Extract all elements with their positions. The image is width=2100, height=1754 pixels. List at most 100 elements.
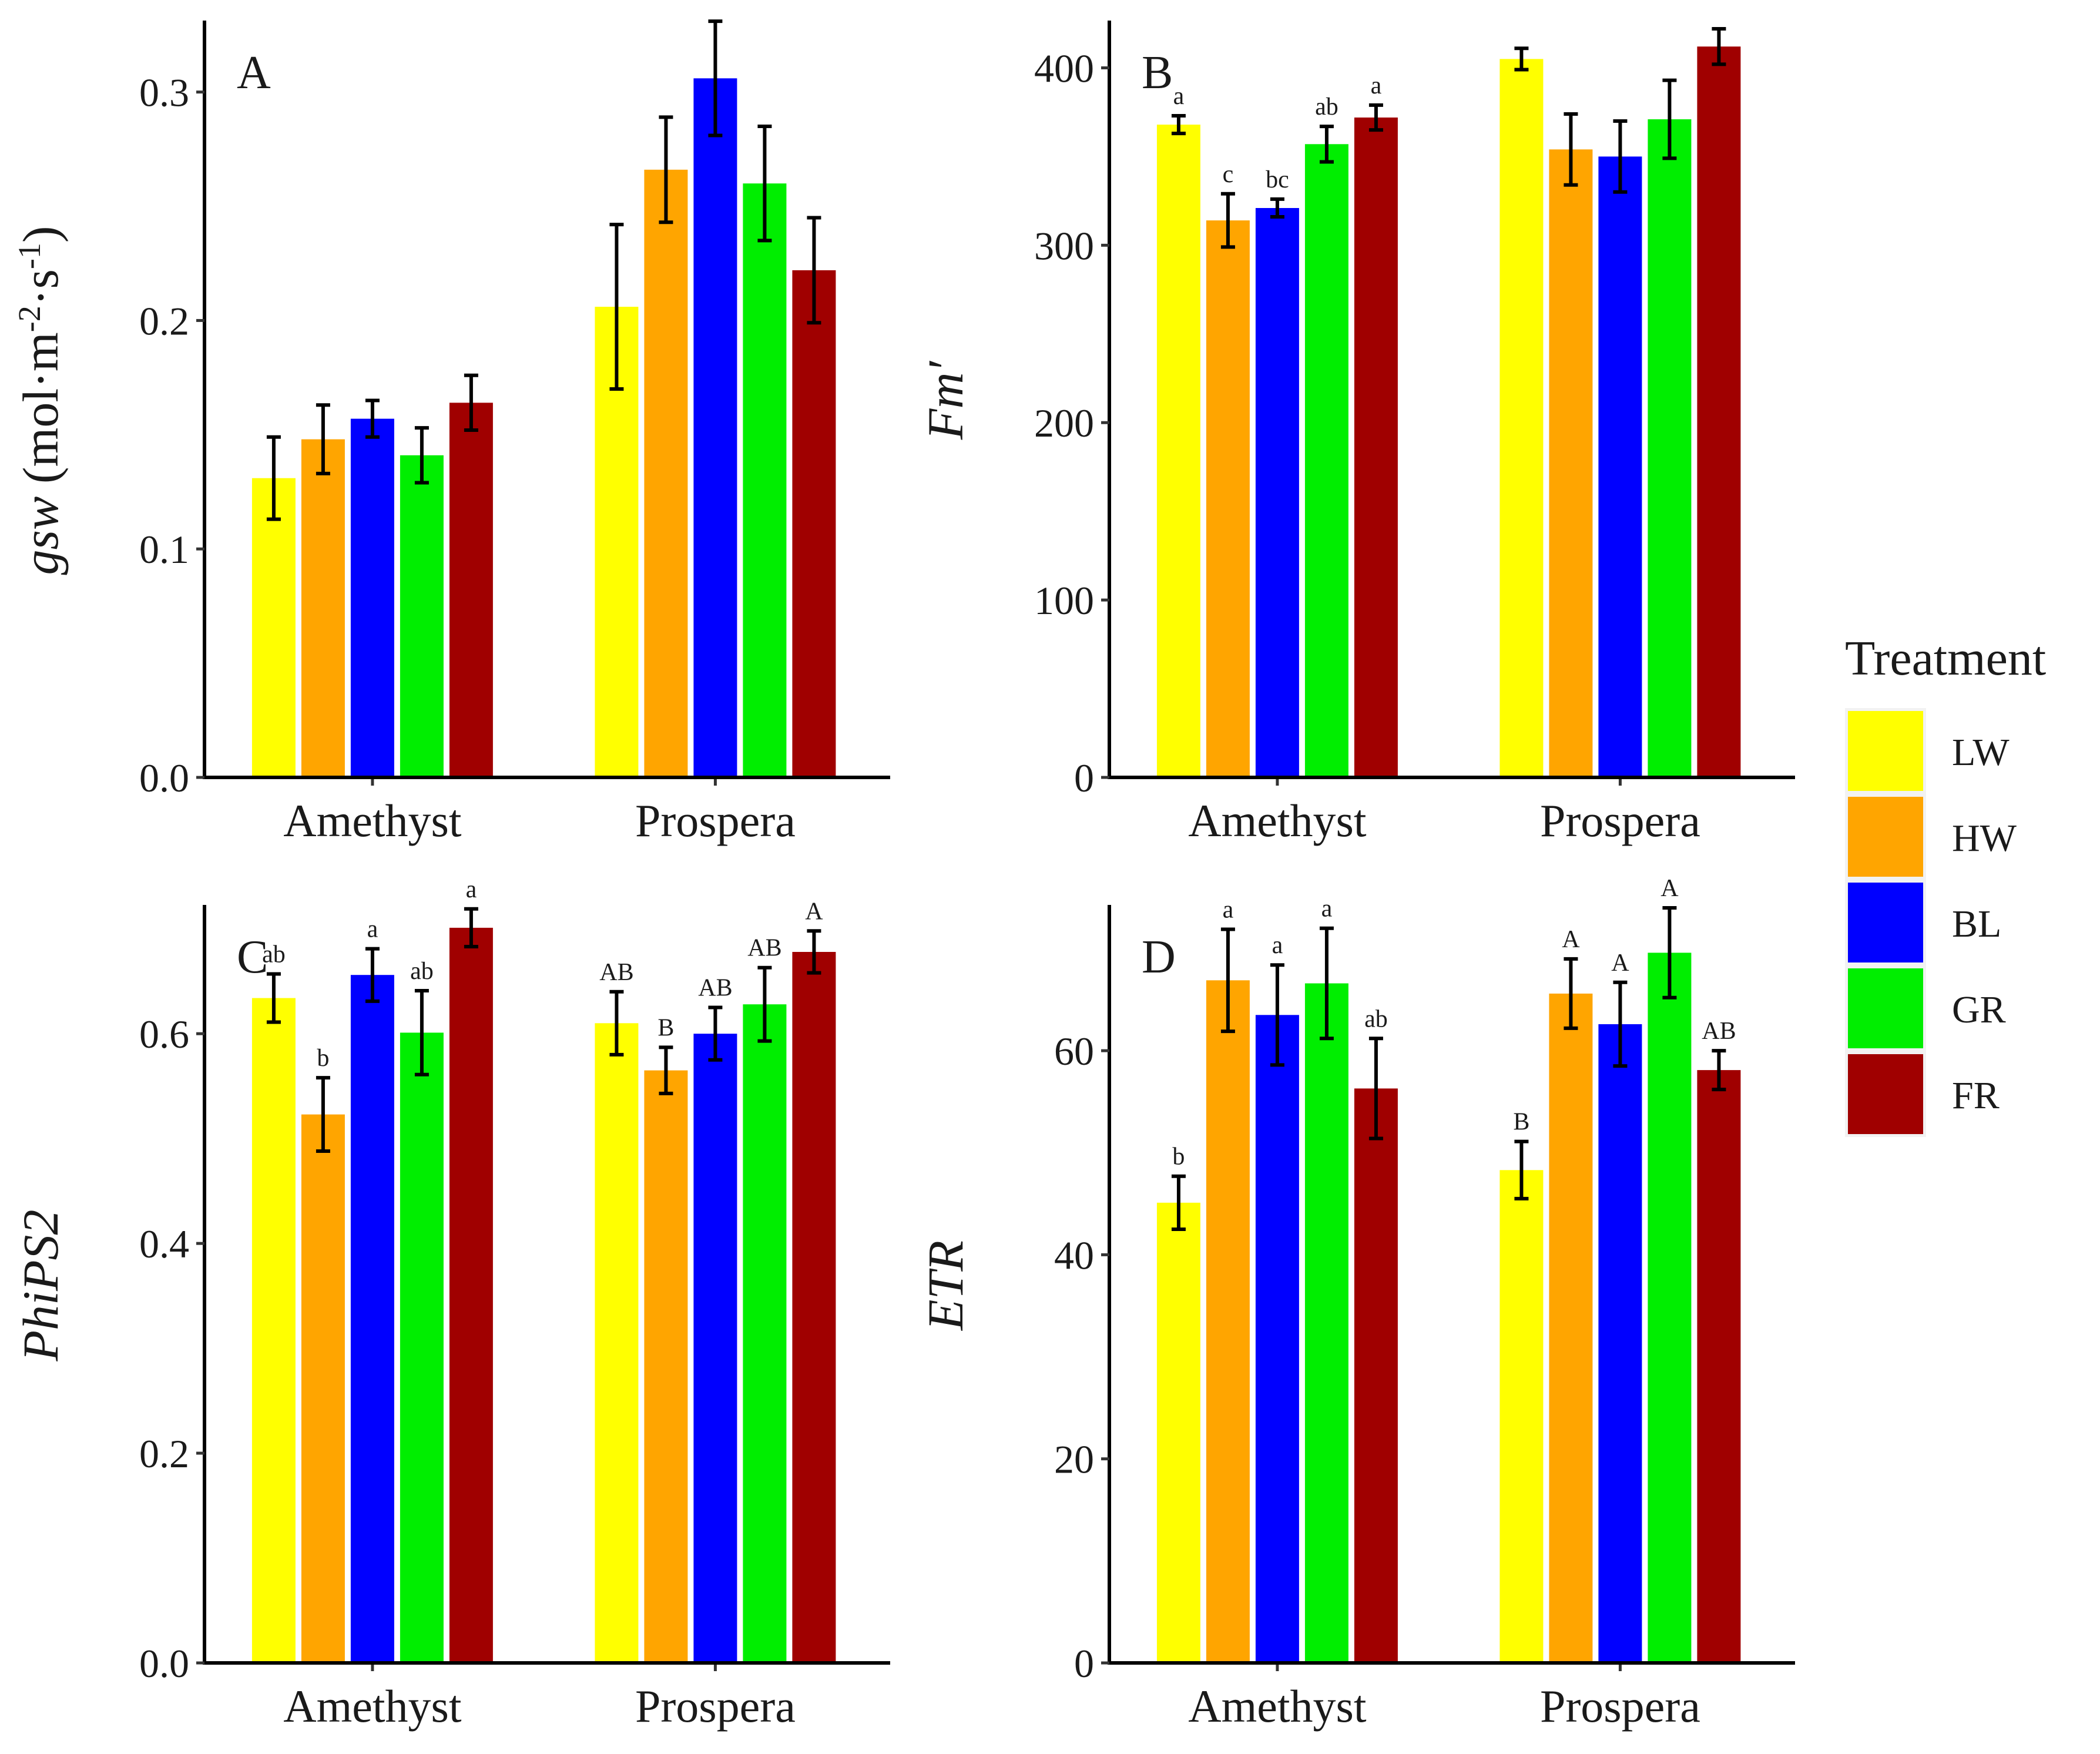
bar-a-amethyst-lw xyxy=(251,478,296,777)
significance-label: AB xyxy=(1702,1018,1736,1045)
error-bar-a-amethyst-lw xyxy=(266,435,281,521)
error-bar-c-prospera-lw xyxy=(609,990,624,1057)
x-tick-label: Amethyst xyxy=(283,795,462,846)
bar-a-amethyst-gr xyxy=(400,455,444,777)
legend-item-hw: HW xyxy=(1845,794,2017,880)
error-bar-a-prospera-fr xyxy=(807,216,821,325)
bar-d-prospera-lw xyxy=(1499,1170,1544,1663)
error-bar-d-prospera-hw xyxy=(1564,957,1578,1030)
error-bar-c-amethyst-fr xyxy=(464,907,478,949)
bar-d-prospera-bl xyxy=(1598,1024,1642,1663)
significance-label: ab xyxy=(410,958,434,985)
legend-label: FR xyxy=(1952,1074,2000,1117)
x-tick-label: Prospera xyxy=(1540,1681,1700,1732)
error-bar-a-amethyst-gr xyxy=(414,426,429,485)
error-bar-d-prospera-gr xyxy=(1662,906,1677,1000)
legend-key-swatch xyxy=(1848,797,1923,877)
bar-d-prospera-fr xyxy=(1697,1070,1741,1663)
bar-a-prospera-fr xyxy=(792,270,836,777)
error-bar-b-prospera-hw xyxy=(1564,112,1578,187)
y-tick-label: 0.1 xyxy=(139,527,189,572)
bar-d-amethyst-hw xyxy=(1206,980,1250,1663)
panel-letter: A xyxy=(237,47,271,99)
significance-label: a xyxy=(1272,932,1283,959)
legend-title: Treatment xyxy=(1845,631,2046,686)
bar-a-amethyst-hw xyxy=(301,439,345,777)
error-bar-c-prospera-bl xyxy=(708,1005,723,1062)
significance-label: a xyxy=(1371,72,1382,99)
error-bar-c-amethyst-lw xyxy=(266,972,281,1024)
y-axis-title-unit: ) xyxy=(12,226,69,243)
y-tick-label: 400 xyxy=(1034,46,1094,90)
significance-label: ab xyxy=(262,941,286,968)
x-tick-label: Amethyst xyxy=(1188,1681,1367,1732)
bar-c-amethyst-bl xyxy=(350,975,394,1663)
y-tick-label: 0.3 xyxy=(139,71,189,115)
legend-label: GR xyxy=(1952,988,2006,1031)
panel-b: a c bc ab a Amethyst Prospera 0 100 200 300 400 B Fm′ xyxy=(917,21,1795,846)
error-bar-c-amethyst-bl xyxy=(365,947,380,1003)
bar-b-amethyst-bl xyxy=(1255,208,1299,777)
error-bar-d-amethyst-lw xyxy=(1171,1174,1186,1231)
legend-key-swatch xyxy=(1848,883,1923,962)
x-tick-label: Amethyst xyxy=(1188,795,1367,846)
panel-letter: D xyxy=(1142,931,1176,983)
x-tick-label: Amethyst xyxy=(283,1681,462,1732)
y-tick-label: 100 xyxy=(1034,578,1094,623)
bar-c-amethyst-fr xyxy=(449,927,493,1663)
y-axis-title-variable: gsw xyxy=(12,497,69,575)
error-bar-b-prospera-bl xyxy=(1613,119,1628,194)
y-tick-label: 0 xyxy=(1074,756,1094,800)
legend-item-gr: GR xyxy=(1845,965,2006,1051)
significance-label: a xyxy=(367,916,378,943)
significance-label: A xyxy=(1562,926,1580,953)
significance-label: A xyxy=(805,898,823,925)
y-axis-title-exponent: -1 xyxy=(12,243,47,269)
error-bar-d-amethyst-bl xyxy=(1270,963,1284,1067)
legend-item-lw: LW xyxy=(1845,708,2010,794)
bar-b-prospera-fr xyxy=(1697,46,1741,778)
significance-label: AB xyxy=(599,959,633,986)
error-bar-a-prospera-gr xyxy=(757,124,772,243)
bar-c-prospera-lw xyxy=(595,1023,639,1663)
y-axis-title: ETR xyxy=(917,1240,974,1332)
significance-label: ab xyxy=(1364,1005,1388,1032)
error-bar-a-amethyst-hw xyxy=(316,403,330,475)
y-tick-label: 0.2 xyxy=(139,299,189,343)
significance-label: A xyxy=(1660,875,1679,902)
x-tick-label: Prospera xyxy=(635,1681,796,1732)
bar-c-prospera-gr xyxy=(743,1004,787,1663)
error-bar-d-amethyst-hw xyxy=(1220,927,1235,1034)
y-tick-label: 0.4 xyxy=(139,1222,189,1266)
bar-b-amethyst-hw xyxy=(1206,220,1250,778)
error-bar-c-prospera-gr xyxy=(757,965,772,1043)
bar-b-prospera-bl xyxy=(1598,156,1642,777)
bar-b-prospera-hw xyxy=(1549,149,1593,777)
bar-a-prospera-bl xyxy=(693,78,737,777)
legend-item-fr: FR xyxy=(1845,1051,2000,1137)
significance-label: c xyxy=(1223,161,1234,188)
x-tick-label: Prospera xyxy=(1540,795,1700,846)
error-bar-a-amethyst-fr xyxy=(464,373,478,432)
y-tick-label: 0.0 xyxy=(139,756,189,800)
y-tick-label: 40 xyxy=(1054,1233,1094,1277)
significance-label: b xyxy=(317,1045,329,1072)
bar-c-prospera-fr xyxy=(792,952,836,1663)
legend-key-swatch xyxy=(1848,968,1923,1048)
bar-a-amethyst-bl xyxy=(350,418,394,777)
bar-c-prospera-hw xyxy=(644,1070,688,1663)
panel-letter: C xyxy=(237,931,268,983)
bar-c-prospera-bl xyxy=(693,1034,737,1663)
error-bar-a-prospera-bl xyxy=(708,19,723,137)
significance-label: b xyxy=(1172,1143,1185,1171)
error-bar-c-amethyst-gr xyxy=(414,988,429,1076)
y-tick-label: 300 xyxy=(1034,223,1094,268)
error-bar-d-prospera-bl xyxy=(1613,980,1628,1068)
y-axis-title: gsw (mol·m-2·s-1) xyxy=(12,226,69,575)
bar-a-prospera-hw xyxy=(644,169,688,777)
bar-b-amethyst-lw xyxy=(1156,125,1200,778)
x-tick-label: Prospera xyxy=(635,795,796,846)
y-tick-label: 0 xyxy=(1074,1641,1094,1686)
legend-label: BL xyxy=(1952,903,2001,945)
